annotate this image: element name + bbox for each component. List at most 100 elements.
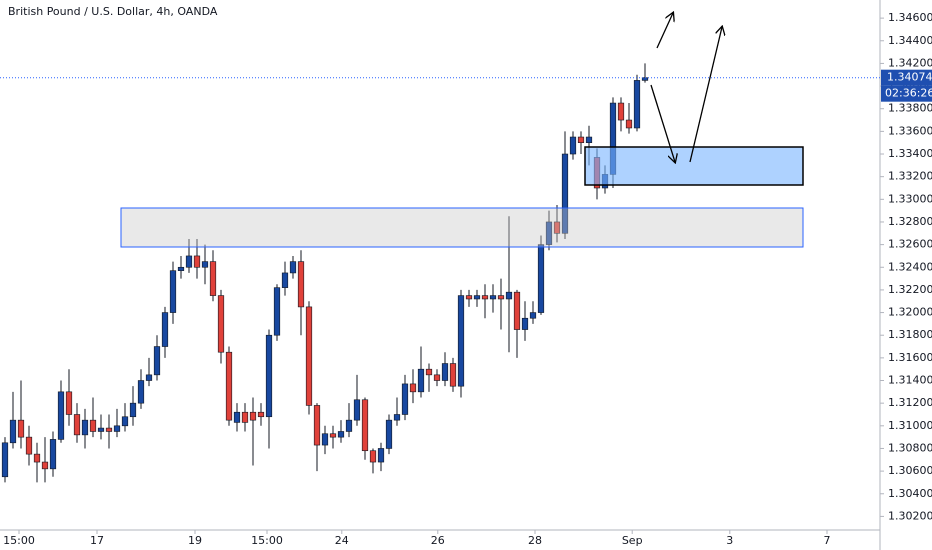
y-tick-label: 1.30600 (888, 464, 932, 477)
candle-body (41, 461, 49, 470)
y-tick-label: 1.31600 (888, 351, 932, 364)
candle-body (449, 363, 457, 387)
x-tick-label: Sep (622, 534, 643, 547)
arrow (656, 13, 673, 49)
countdown-label: 02:36:26 (885, 87, 932, 100)
y-tick-label: 1.31200 (888, 396, 932, 409)
y-tick-label: 1.31400 (888, 374, 932, 387)
candle-body (1, 442, 9, 478)
candle-body (273, 287, 281, 336)
y-tick-label: 1.30200 (888, 509, 932, 522)
candle-body (201, 261, 209, 268)
candle-body (169, 270, 177, 313)
candle-body (73, 414, 81, 436)
arrow (689, 27, 722, 163)
support-zone (120, 207, 804, 248)
candle-body (233, 411, 241, 423)
y-tick-label: 1.30800 (888, 441, 932, 454)
arrow (650, 84, 675, 162)
y-tick-label: 1.33000 (888, 192, 932, 205)
candle-body (457, 295, 465, 387)
candle-body (105, 427, 113, 432)
candle-body (433, 374, 441, 381)
y-tick-label: 1.33800 (888, 102, 932, 115)
candle-body (225, 351, 233, 421)
candle-body (329, 433, 337, 438)
candle-body (113, 425, 121, 432)
x-tick-label: 3 (726, 534, 733, 547)
candle-body (497, 295, 505, 300)
candle-body (241, 411, 249, 423)
x-tick-label: 26 (431, 534, 445, 547)
candles (1, 63, 649, 483)
candle-body (625, 119, 633, 129)
y-tick-label: 1.33200 (888, 170, 932, 183)
candle-body (553, 221, 561, 234)
candle-body (33, 453, 41, 463)
y-tick-label: 1.32200 (888, 283, 932, 296)
candle-body (249, 411, 257, 421)
candle-body (265, 334, 273, 418)
y-tick-label: 1.32800 (888, 215, 932, 228)
candle-body (417, 368, 425, 393)
candle-body (129, 402, 137, 418)
candle-body (473, 295, 481, 300)
candle-body (97, 427, 105, 432)
candle-body (441, 363, 449, 381)
candle-body (89, 419, 97, 432)
y-tick-label: 1.32600 (888, 238, 932, 251)
candle-body (561, 153, 569, 234)
candle-body (505, 291, 513, 300)
x-tick-label: 28 (528, 534, 542, 547)
candle-body (409, 383, 417, 393)
candle-body (289, 261, 297, 274)
candle-body (385, 419, 393, 449)
candle-body (513, 291, 521, 330)
candle-body (321, 433, 329, 446)
candle-body (521, 317, 529, 330)
candle-body (17, 419, 25, 438)
candle-body (9, 419, 17, 444)
y-tick-label: 1.34400 (888, 34, 932, 47)
candle-body (193, 255, 201, 268)
candle-body (281, 272, 289, 288)
candle-body (569, 136, 577, 155)
candle-body (217, 295, 225, 353)
candle-body (617, 102, 625, 121)
candle-body (425, 368, 433, 376)
candle-body (369, 450, 377, 463)
y-tick-label: 1.33400 (888, 147, 932, 160)
demand-zone (584, 146, 804, 186)
candle-body (345, 419, 353, 432)
candle-body (305, 306, 313, 406)
last-price-tag (881, 69, 932, 86)
candle-body (49, 439, 57, 470)
candle-body (145, 374, 153, 381)
candle-body (633, 80, 641, 129)
countdown-tag (881, 85, 932, 102)
y-tick-label: 1.34600 (888, 11, 932, 24)
y-tick-label: 1.32000 (888, 306, 932, 319)
candle-body (401, 383, 409, 415)
candle-body (257, 411, 265, 418)
candle-body (529, 312, 537, 319)
x-tick-label: 7 (824, 534, 831, 547)
y-tick-label: 1.31000 (888, 419, 932, 432)
candle-body (377, 448, 385, 463)
candle-body (393, 414, 401, 421)
candle-body (185, 255, 193, 268)
candle-body (161, 312, 169, 347)
candle-body (297, 261, 305, 308)
candle-body (137, 380, 145, 404)
candle-body (209, 261, 217, 296)
last-price-label: 1.34074 (887, 71, 932, 84)
candle-body (545, 221, 553, 245)
candle-body (121, 416, 129, 427)
candle-body (577, 136, 585, 143)
x-tick-label: 15:00 (3, 534, 35, 547)
x-tick-label: 24 (335, 534, 349, 547)
candle-body (361, 399, 369, 452)
candle-body (337, 431, 345, 438)
y-tick-label: 1.34200 (888, 56, 932, 69)
x-tick-label: 17 (90, 534, 104, 547)
